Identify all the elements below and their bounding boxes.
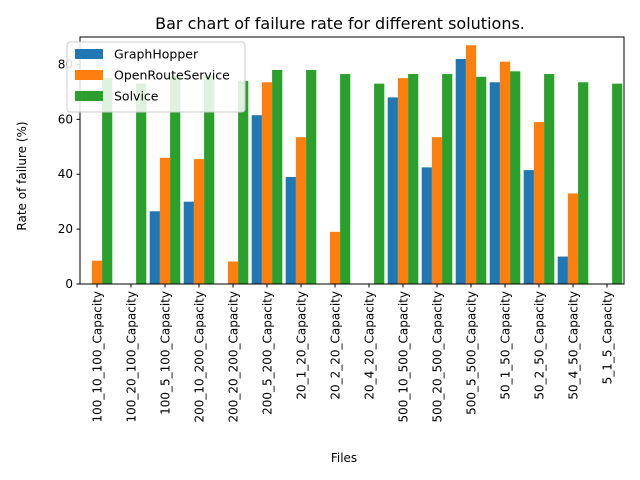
bar-solvice-500_10_500_Capacity (408, 74, 419, 284)
bar-solvice-500_20_500_Capacity (442, 74, 453, 284)
x-tick-label: 20_1_20_Capacity (295, 291, 309, 400)
bar-solvice-500_5_500_Capacity (476, 76, 487, 284)
bar-solvice-50_1_50_Capacity (510, 71, 521, 284)
bar-openrouteservice-500_10_500_Capacity (397, 78, 409, 284)
bar-graphhopper-500_10_500_Capacity (387, 97, 398, 284)
bar-solvice-200_5_200_Capacity (272, 69, 283, 285)
plot-frame (79, 36, 625, 285)
bar-solvice-5_1_5_Capacity (612, 83, 623, 284)
bar-solvice-200_20_200_Capacity (238, 80, 249, 284)
bar-graphhopper-20_1_20_Capacity (285, 176, 296, 284)
bar-graphhopper-200_10_200_Capacity (183, 201, 194, 284)
legend-swatch-graphhopper (75, 49, 103, 59)
x-tick-label: 20_4_20_Capacity (363, 291, 377, 400)
legend: GraphHopper OpenRouteService Solvice (66, 41, 246, 113)
x-tick-label: 500_20_500_Capacity (431, 291, 445, 423)
bar-solvice-100_20_100_Capacity (136, 83, 147, 284)
y-tick-label: 0 (65, 277, 73, 291)
bar-solvice-100_10_100_Capacity (102, 78, 113, 284)
chart-title: Bar chart of failure rate for different … (155, 14, 525, 33)
bar-graphhopper-500_20_500_Capacity (421, 167, 432, 284)
bar-openrouteservice-200_20_200_Capacity (227, 261, 239, 284)
bar-solvice-20_2_20_Capacity (340, 74, 351, 284)
legend-swatch-openrouteservice (75, 70, 103, 80)
bar-openrouteservice-50_4_50_Capacity (567, 193, 579, 284)
y-axis-label: Rate of failure (%) (15, 121, 29, 230)
bar-solvice-100_5_100_Capacity (170, 75, 181, 284)
bar-graphhopper-50_2_50_Capacity (523, 170, 534, 284)
bar-solvice-20_1_20_Capacity (306, 69, 317, 285)
bar-openrouteservice-20_2_20_Capacity (329, 231, 341, 284)
x-tick-label: 500_5_500_Capacity (465, 291, 479, 415)
x-tick-label: 100_5_100_Capacity (159, 291, 173, 415)
legend-box (66, 41, 246, 113)
bar-graphhopper-200_5_200_Capacity (251, 115, 262, 284)
bar-openrouteservice-100_10_100_Capacity (91, 260, 103, 284)
x-tick-label: 500_10_500_Capacity (397, 291, 411, 423)
bar-openrouteservice-20_1_20_Capacity (295, 137, 307, 284)
x-tick-label: 20_2_20_Capacity (329, 291, 343, 400)
legend-swatch-solvice (75, 91, 103, 101)
x-tick-label: 5_1_5_Capacity (601, 291, 615, 384)
x-tick-label: 200_20_200_Capacity (227, 291, 241, 423)
bar-openrouteservice-200_10_200_Capacity (193, 159, 205, 284)
bars-layer (91, 45, 623, 285)
x-tick-label: 50_4_50_Capacity (567, 291, 581, 400)
bar-solvice-50_2_50_Capacity (544, 74, 555, 284)
bar-openrouteservice-50_2_50_Capacity (533, 122, 545, 284)
legend-label-graphhopper: GraphHopper (114, 47, 199, 62)
axes-layer (79, 36, 625, 285)
bar-openrouteservice-200_5_200_Capacity (261, 82, 273, 284)
x-tick-label: 200_10_200_Capacity (193, 291, 207, 423)
x-tick-label: 100_10_100_Capacity (91, 291, 105, 423)
x-tick-label: 50_2_50_Capacity (533, 291, 547, 400)
y-tick-label: 40 (58, 167, 73, 181)
x-axis-label: Files (331, 451, 357, 465)
bar-graphhopper-50_1_50_Capacity (489, 82, 500, 284)
legend-label-openrouteservice: OpenRouteService (114, 68, 230, 83)
bar-graphhopper-500_5_500_Capacity (455, 58, 466, 285)
x-tick-label: 200_5_200_Capacity (261, 291, 275, 415)
bar-graphhopper-100_5_100_Capacity (149, 211, 160, 284)
bar-graphhopper-50_4_50_Capacity (557, 256, 568, 284)
bar-solvice-50_4_50_Capacity (578, 82, 589, 284)
x-tick-label: 100_20_100_Capacity (125, 291, 139, 423)
legend-label-solvice: Solvice (114, 89, 159, 104)
bar-openrouteservice-500_20_500_Capacity (431, 137, 443, 284)
bar-openrouteservice-50_1_50_Capacity (499, 61, 511, 285)
bar-openrouteservice-100_5_100_Capacity (159, 157, 171, 284)
bar-openrouteservice-500_5_500_Capacity (465, 45, 477, 285)
x-tick-label: 50_1_50_Capacity (499, 291, 513, 400)
y-tick-label: 60 (58, 112, 73, 126)
bar-solvice-20_4_20_Capacity (374, 83, 385, 284)
y-tick-label: 20 (58, 222, 73, 236)
bar-solvice-200_10_200_Capacity (204, 75, 215, 284)
